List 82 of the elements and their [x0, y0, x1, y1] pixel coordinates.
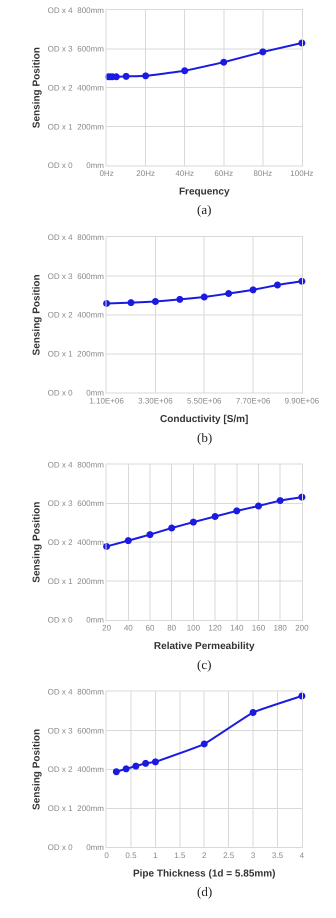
y-axis-title: Sensing Position: [32, 274, 43, 356]
x-tick-label: 200: [295, 624, 310, 632]
category-label: OD x 4: [48, 6, 73, 15]
x-tick-label: 3.5: [272, 850, 284, 860]
y-tick-label: 600mm: [77, 272, 104, 281]
text: (a): [197, 202, 212, 217]
x-tick-label: 5.50E+06: [186, 396, 222, 406]
category-label: OD x 0: [48, 388, 73, 398]
category-label: OD x 1: [48, 350, 73, 359]
y-tick-label: 0mm: [86, 616, 104, 625]
x-tick-label: 7.70E+06: [236, 396, 271, 406]
y-tick-label: 800mm: [77, 232, 104, 242]
x-tick-label: 100: [186, 624, 201, 632]
x-axis-title: Frequency: [178, 186, 230, 198]
text: (d): [197, 884, 212, 899]
category-label: OD x 1: [48, 122, 73, 132]
y-tick-label: 600mm: [77, 499, 104, 508]
x-tick-label: 140: [230, 624, 244, 632]
category-label: OD x 2: [48, 538, 73, 547]
y-tick-label: 200mm: [77, 804, 104, 814]
text: (c): [197, 657, 212, 672]
x-tick-label: 60: [146, 624, 155, 632]
y-tick-label: 600mm: [77, 44, 104, 54]
y-axis-title: Sensing Position: [32, 47, 43, 128]
category-label: OD x 3: [48, 726, 73, 736]
x-tick-label: 60Hz: [214, 169, 234, 178]
x-tick-label: 2.5: [223, 850, 235, 860]
x-tick-label: 2: [202, 850, 208, 860]
x-tick-label: 20Hz: [136, 169, 155, 178]
category-label: OD x 4: [48, 460, 73, 470]
category-label: OD x 0: [48, 842, 73, 852]
y-tick-label: 800mm: [77, 460, 104, 470]
category-label: OD x 1: [48, 576, 73, 586]
category-label: OD x 3: [48, 44, 73, 54]
y-tick-label: 400mm: [77, 310, 104, 320]
x-tick-label: 3: [250, 850, 256, 860]
x-axis-title: Conductivity [S/m]: [160, 414, 248, 425]
x-tick-label: 9.90E+06: [284, 396, 320, 406]
x-tick-label: 20: [102, 624, 112, 632]
x-axis-title: Relative Permeability: [154, 641, 255, 652]
category-label: OD x 3: [48, 499, 73, 508]
x-tick-label: 0.5: [125, 850, 138, 860]
x-tick-label: 180: [273, 624, 288, 632]
y-tick-label: 600mm: [77, 726, 104, 736]
x-tick-label: 40: [124, 624, 134, 632]
x-tick-label: 160: [252, 624, 266, 632]
y-tick-label: 0mm: [86, 388, 104, 398]
category-label: OD x 4: [48, 687, 73, 696]
category-label: OD x 4: [48, 232, 73, 242]
category-label: OD x 2: [48, 765, 73, 774]
x-tick-label: 100Hz: [290, 169, 314, 178]
y-tick-label: 200mm: [77, 350, 104, 359]
y-tick-label: 0mm: [86, 842, 104, 852]
x-tick-label: 120: [208, 624, 222, 632]
y-axis-title: Sensing Position: [32, 502, 43, 583]
category-label: OD x 2: [48, 310, 73, 320]
y-tick-label: 400mm: [77, 765, 104, 774]
x-tick-label: 1.5: [174, 850, 186, 860]
y-tick-label: 200mm: [77, 122, 104, 132]
category-label: OD x 0: [48, 616, 73, 625]
y-tick-label: 800mm: [77, 6, 104, 15]
y-tick-label: 0mm: [86, 161, 104, 170]
text: (b): [197, 430, 212, 445]
x-tick-label: 1.10E+06: [89, 396, 124, 406]
x-tick-label: 40Hz: [175, 169, 194, 178]
y-axis-title: Sensing Position: [32, 728, 43, 810]
category-label: OD x 3: [48, 272, 73, 281]
category-label: OD x 0: [48, 161, 73, 170]
x-tick-label: 4: [300, 850, 305, 860]
x-axis-title: Pipe Thickness (1d = 5.85mm): [132, 868, 276, 880]
x-tick-label: 80Hz: [253, 169, 272, 178]
y-tick-label: 400mm: [77, 538, 104, 547]
x-tick-label: 1: [153, 850, 158, 860]
x-tick-label: 80: [167, 624, 177, 632]
x-tick-label: 0: [104, 850, 110, 860]
y-tick-label: 400mm: [77, 83, 104, 92]
x-tick-label: 3.30E+06: [138, 396, 174, 406]
y-tick-label: 200mm: [77, 576, 104, 586]
category-label: OD x 2: [48, 83, 73, 92]
category-label: OD x 1: [48, 804, 73, 814]
y-tick-label: 800mm: [77, 687, 104, 696]
x-tick-label: 0Hz: [99, 169, 114, 178]
